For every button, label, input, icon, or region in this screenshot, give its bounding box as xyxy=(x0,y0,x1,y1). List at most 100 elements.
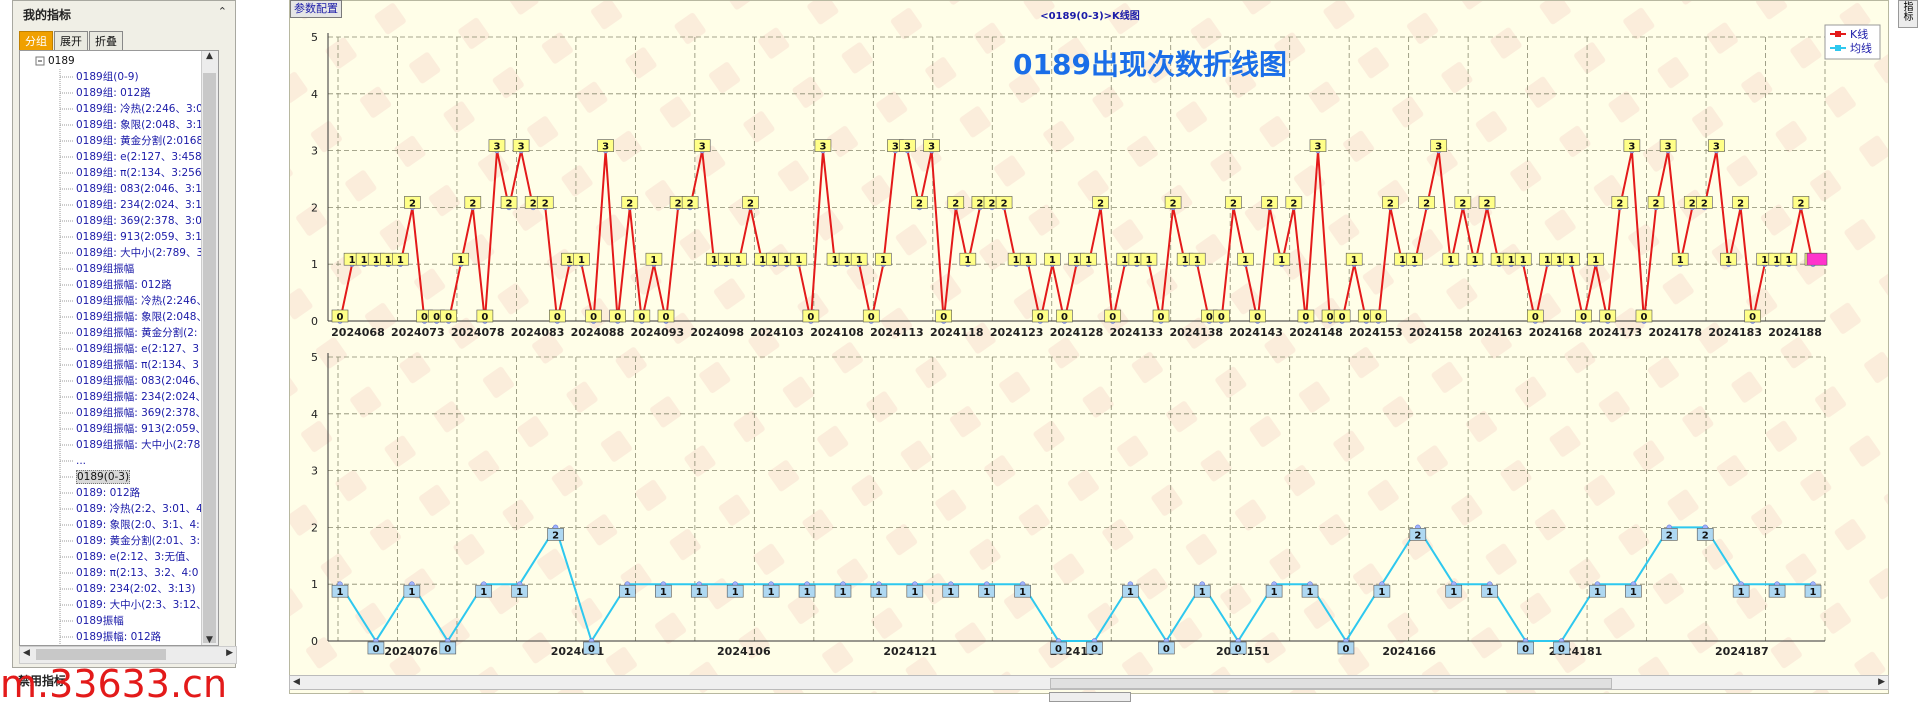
tree-item[interactable]: 0189: e(2:12、3:无值、 xyxy=(76,549,196,565)
data-label-box xyxy=(655,584,672,598)
tree-item[interactable]: 0189: 234(2:02、3:13) xyxy=(76,581,196,597)
tree-item[interactable]: 0189振幅 xyxy=(76,613,124,629)
data-label: 1 xyxy=(947,587,954,598)
tree-item[interactable]: 0189组: 234(2:024、3:13 xyxy=(76,197,209,213)
tree-item[interactable]: 0189组: 黄金分割(2:0168 xyxy=(76,133,203,149)
chevron-down-icon[interactable]: ⌄ xyxy=(216,672,226,685)
disabled-indicators-label[interactable]: 禁用指标 xyxy=(18,674,67,688)
data-label-box xyxy=(392,252,409,266)
data-label: 0 xyxy=(588,644,595,655)
tree-item[interactable]: 0189组振幅: e(2:127、3 xyxy=(76,341,199,357)
scrollbar-thumb[interactable] xyxy=(203,73,216,643)
data-label-box xyxy=(645,252,663,266)
data-label: 1 xyxy=(516,587,523,598)
x-tick-label: 2024121 xyxy=(883,645,937,658)
data-label: 3 xyxy=(518,142,525,153)
tree-item[interactable]: 0189组: 012路 xyxy=(76,85,151,101)
tree-item[interactable]: 0189振幅: 012路 xyxy=(76,629,161,645)
data-label: 2 xyxy=(687,198,694,209)
tree-item[interactable]: 0189组(0-9) xyxy=(76,69,139,85)
tree-item[interactable]: 0189组: 913(2:059、3:12 xyxy=(76,229,209,245)
scrollbar-thumb[interactable] xyxy=(36,649,166,660)
double-chevron-up-icon[interactable]: ⌃ xyxy=(217,5,227,18)
tree-item[interactable]: ... xyxy=(76,453,86,469)
scroll-right-arrow-icon[interactable]: ▶ xyxy=(1878,677,1885,687)
x-tick-label: 2024138 xyxy=(1169,326,1223,339)
tree-item[interactable]: 0189组振幅: 083(2:046、 xyxy=(76,373,206,389)
data-label: 1 xyxy=(1568,255,1575,266)
data-label: 1 xyxy=(964,255,971,266)
tree-item[interactable]: 0189: 冷热(2:2、3:01、4 xyxy=(76,501,203,517)
scroll-right-arrow-icon[interactable]: ▶ xyxy=(226,648,233,658)
tree-item[interactable]: 0189组: π(2:134、3:256 xyxy=(76,165,202,181)
data-label: 1 xyxy=(1242,255,1249,266)
indicator-side-tab[interactable]: 指标 xyxy=(1898,0,1918,28)
tree-item[interactable]: 0189组: 冷热(2:246、3:0 xyxy=(76,101,203,117)
tree-item[interactable]: 0189组振幅: 大中小(2:78 xyxy=(76,437,200,453)
my-indicators-panel: 我的指标 ⌃ 分组 展开 折叠 0189 0189组(0-9) 0189组: 012路 0… xyxy=(12,0,237,668)
legend-box xyxy=(1824,24,1881,60)
tree-item[interactable]: 0189: 012路 xyxy=(76,485,140,501)
tree-item-label: 0189组: e(2:127、3:458 xyxy=(76,151,202,163)
tree-item[interactable]: 0189: π(2:13、3:2、4:0 xyxy=(76,565,198,581)
data-label: 2 xyxy=(1484,198,1491,209)
tree-item-label: 0189: 冷热(2:2、3:01、4 xyxy=(76,503,203,515)
tree-item[interactable]: 0189组: 083(2:046、3:12 xyxy=(76,181,209,197)
data-label-box xyxy=(1768,584,1786,598)
tree-item[interactable]: 0189组振幅: 234(2:024、 xyxy=(76,389,206,405)
tree-item[interactable]: 0189: 大中小(2:3、3:12、 xyxy=(76,597,207,613)
data-label: 1 xyxy=(373,255,380,266)
data-label: 0 xyxy=(372,644,379,655)
data-label-box xyxy=(1193,584,1211,598)
x-tick-label: 2024068 xyxy=(331,326,385,339)
param-config-button[interactable]: 参数配置 xyxy=(290,0,342,18)
data-label: 0 xyxy=(1061,312,1068,323)
tree-item[interactable]: 0189组振幅: 黄金分割(2: xyxy=(76,325,197,341)
data-label-box xyxy=(730,252,747,266)
tree-item[interactable]: 0189组振幅: 象限(2:048、 xyxy=(76,309,207,325)
panel-splitter[interactable] xyxy=(1049,692,1131,702)
scrollbar-thumb[interactable] xyxy=(1050,678,1612,689)
tree-horizontal-scrollbar[interactable]: ◀ ▶ xyxy=(19,646,237,664)
tree-item[interactable]: 0189组振幅: 369(2:378、 xyxy=(76,405,206,421)
data-label: 1 xyxy=(1013,255,1020,266)
scroll-left-arrow-icon[interactable]: ◀ xyxy=(23,648,30,658)
tree-item[interactable]: 0189组振幅: π(2:134、3 xyxy=(76,357,199,373)
tree-item[interactable]: 0189组: e(2:127、3:458 xyxy=(76,149,202,165)
data-label: 1 xyxy=(1121,255,1128,266)
data-label: 1 xyxy=(1025,255,1032,266)
x-tick-label: 2024088 xyxy=(571,326,625,339)
data-label-box xyxy=(1237,252,1254,266)
tree-item[interactable]: 0189组振幅 xyxy=(76,261,134,277)
chart-horizontal-scrollbar[interactable]: ◀ ▶ xyxy=(289,675,1889,690)
tree-item-label: 0189组振幅: 黄金分割(2: xyxy=(76,327,198,339)
tree-item[interactable]: 0189组振幅: 冷热(2:246、 xyxy=(76,293,207,309)
tree-item-label: 0189组(0-9) xyxy=(76,71,139,83)
scroll-down-arrow-icon[interactable]: ▼ xyxy=(206,635,213,645)
data-label-box xyxy=(1587,252,1604,266)
scroll-left-arrow-icon[interactable]: ◀ xyxy=(293,677,300,687)
x-tick-label: 2024108 xyxy=(810,326,864,339)
data-label-box xyxy=(1225,196,1242,209)
tree-item-label: 0189: π(2:13、3:2、4:0 xyxy=(76,567,199,579)
tree-item[interactable]: 0189组: 大中小(2:789、3 xyxy=(76,245,203,261)
tab-collapse[interactable]: 折叠 xyxy=(89,31,123,51)
tree-root-node[interactable]: 0189 xyxy=(48,53,75,69)
tree-item[interactable]: 0189(0-3) xyxy=(76,469,131,485)
tree-item[interactable]: 0189: 黄金分割(2:01、3: xyxy=(76,533,200,549)
x-tick-label: 2024083 xyxy=(511,326,565,339)
data-label: 0 xyxy=(421,312,428,323)
data-label: 2 xyxy=(1266,198,1273,209)
tab-group[interactable]: 分组 xyxy=(19,31,53,51)
data-label-box xyxy=(742,196,759,209)
data-label-box xyxy=(1337,641,1355,655)
tree-item[interactable]: 0189组: 369(2:378、3:04 xyxy=(76,213,209,229)
tab-expand[interactable]: 展开 xyxy=(54,31,88,51)
tree-item[interactable]: 0189组振幅: 012路 xyxy=(76,277,172,293)
scroll-up-arrow-icon[interactable]: ▲ xyxy=(206,51,213,61)
tree-item[interactable]: 0189: 象限(2:0、3:1、4: xyxy=(76,517,200,533)
tree-item[interactable]: 0189组振幅: 913(2:059、 xyxy=(76,421,206,437)
data-label-box xyxy=(1345,252,1363,266)
tree-item[interactable]: 0189组: 象限(2:048、3:1 xyxy=(76,117,203,133)
tree-vertical-scrollbar[interactable]: ▲ ▼ xyxy=(201,51,218,645)
